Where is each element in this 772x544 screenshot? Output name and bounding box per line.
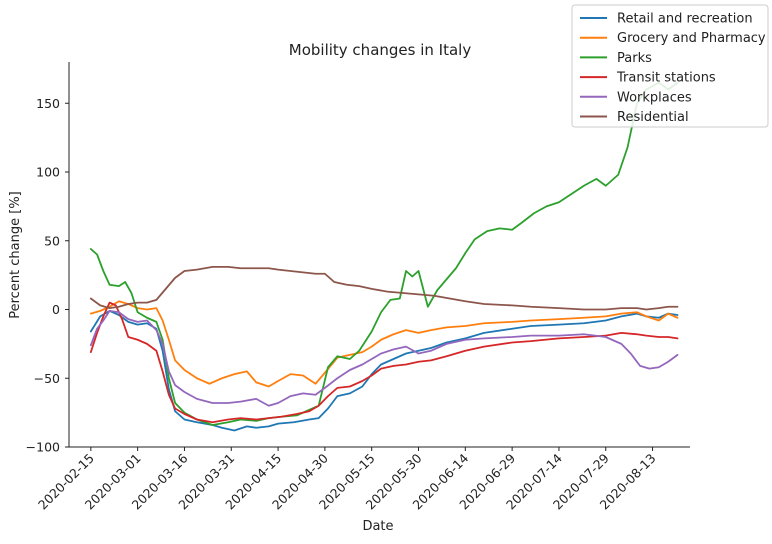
legend-label: Transit stations: [616, 71, 716, 86]
y-axis-ticks: −100 −50 0 50 100 150: [26, 96, 69, 455]
legend-label: Retail and recreation: [617, 12, 753, 27]
plot-lines: [89, 81, 679, 432]
series-line-residential: [89, 265, 679, 311]
y-tick-label: 50: [44, 233, 60, 248]
legend: Retail and recreation Grocery and Pharmac…: [571, 4, 769, 128]
legend-label: Workplaces: [617, 90, 692, 105]
chart-title: Mobility changes in Italy: [289, 41, 472, 59]
series-line-grocery-and-pharmacy: [89, 300, 679, 388]
y-tick-label: −50: [34, 371, 60, 386]
series-line-retail-and-recreation: [89, 309, 679, 432]
legend-label: Residential: [617, 110, 689, 125]
series-line-parks: [89, 81, 679, 426]
y-tick-label: 0: [52, 302, 60, 317]
y-axis-label: Percent change [%]: [8, 191, 23, 319]
series-line-workplaces: [89, 309, 679, 407]
legend-frame: [571, 4, 769, 128]
series-line-transit-stations: [89, 301, 679, 424]
legend-label: Parks: [617, 51, 652, 66]
y-tick-label: −100: [26, 440, 60, 455]
legend-label: Grocery and Pharmacy: [617, 31, 766, 46]
y-tick-label: 100: [36, 165, 60, 180]
y-tick-label: 150: [36, 96, 60, 111]
x-axis-label: Date: [362, 519, 393, 534]
x-axis-ticks: 2020-02-152020-03-012020-03-162020-03-31…: [35, 447, 659, 512]
